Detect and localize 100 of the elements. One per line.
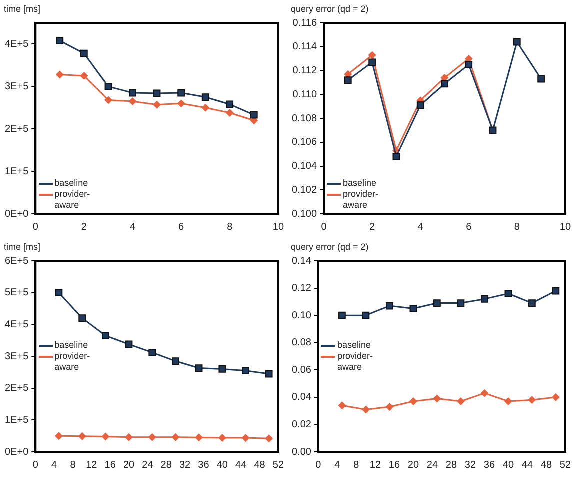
x-tick-label: 40 [502, 460, 514, 471]
point [409, 398, 418, 406]
point [153, 100, 162, 109]
y-tick-label: 1E+5 [4, 166, 30, 178]
point [148, 349, 156, 356]
x-tick-label: 0 [32, 222, 39, 233]
point [54, 432, 63, 440]
point [56, 70, 64, 79]
y-tick-label: 0.14 [292, 256, 312, 267]
point [104, 82, 112, 90]
x-tick-label: 10 [272, 222, 284, 233]
x-tick-label: 10 [560, 222, 572, 233]
y-axis-title: query error (qd = 2) [291, 4, 369, 14]
x-tick-label: 24 [426, 460, 438, 471]
y-tick-label: 0.00 [292, 446, 312, 458]
point [80, 50, 88, 58]
y-tick-label: 4E+5 [4, 38, 30, 50]
x-tick-label: 52 [560, 460, 572, 471]
x-tick-label: 32 [464, 460, 476, 471]
x-tick-label: 2 [81, 222, 88, 233]
y-axis-title: time [ms] [4, 4, 41, 14]
x-tick-label: 36 [198, 460, 210, 471]
point [441, 80, 448, 88]
y-tick-label: 0.06 [292, 364, 312, 376]
x-tick-label: 2 [370, 222, 376, 233]
y-tick-label: 2E+5 [4, 383, 30, 394]
x-tick-label: 12 [86, 460, 98, 471]
y-axis-title: time [ms] [4, 242, 41, 252]
point [504, 398, 512, 406]
point [392, 153, 400, 160]
point [265, 434, 274, 443]
point [416, 102, 424, 110]
point [148, 433, 156, 442]
x-tick-label: 20 [123, 460, 136, 471]
point [195, 364, 203, 372]
point [344, 76, 352, 84]
legend-label: baseline [54, 340, 88, 351]
x-tick-label: 48 [540, 460, 552, 471]
x-tick-label: 24 [142, 460, 154, 471]
x-tick-label: 52 [272, 460, 284, 471]
point [480, 389, 489, 398]
x-tick-label: 16 [388, 460, 400, 471]
point [338, 402, 346, 410]
point [250, 111, 258, 119]
point [528, 396, 536, 404]
point [265, 370, 273, 378]
point [552, 287, 560, 295]
y-tick-label: 0.102 [292, 184, 318, 196]
x-tick-label: 40 [216, 460, 228, 471]
x-tick-label: 6 [178, 222, 185, 233]
point [457, 300, 465, 307]
y-tick-label: 0.104 [292, 161, 318, 172]
x-tick-label: 8 [514, 222, 520, 233]
point [552, 393, 560, 402]
x-tick-label: 0 [316, 460, 322, 471]
point [538, 75, 545, 83]
point [56, 37, 64, 45]
x-tick-label: 20 [408, 460, 420, 471]
x-tick-label: 4 [52, 460, 58, 471]
x-tick-label: 12 [370, 460, 382, 471]
point [410, 305, 418, 312]
x-tick-label: 0 [32, 460, 39, 471]
point [481, 296, 488, 303]
x-tick-label: 8 [70, 460, 76, 471]
x-tick-label: 44 [236, 460, 248, 471]
point [153, 90, 161, 98]
x-tick-label: 8 [354, 460, 360, 471]
point [513, 38, 521, 46]
x-tick-label: 36 [484, 460, 496, 471]
y-tick-label: 6E+5 [4, 256, 30, 267]
x-tick-label: 28 [446, 460, 458, 471]
x-tick-label: 6 [466, 222, 472, 233]
point [172, 358, 180, 365]
point [242, 367, 250, 375]
y-tick-label: 4E+5 [4, 319, 30, 330]
point [102, 332, 110, 340]
x-tick-label: 16 [104, 460, 116, 471]
y-tick-label: 0.04 [292, 392, 312, 404]
point [55, 289, 63, 297]
point [178, 89, 185, 97]
point [528, 300, 536, 307]
legend-label: provider-aware [54, 351, 92, 373]
y-tick-label: 5E+5 [4, 288, 30, 299]
point [202, 94, 210, 101]
legend-label: provider-aware [54, 189, 92, 211]
x-tick-label: 4 [334, 460, 341, 471]
y-tick-label: 0.112 [292, 66, 318, 76]
point [386, 302, 394, 310]
x-tick-label: 28 [160, 460, 172, 471]
point [177, 100, 186, 108]
point [504, 290, 512, 298]
legend-label: provider-aware [337, 351, 374, 373]
point [386, 402, 394, 411]
x-tick-label: 32 [179, 460, 192, 471]
y-tick-label: 0.116 [292, 18, 318, 29]
point [465, 61, 473, 68]
y-tick-label: 3E+5 [4, 351, 30, 362]
y-tick-label: 2E+5 [4, 124, 30, 135]
y-tick-label: 3E+5 [4, 81, 30, 92]
y-tick-label: 0E+0 [4, 208, 30, 220]
